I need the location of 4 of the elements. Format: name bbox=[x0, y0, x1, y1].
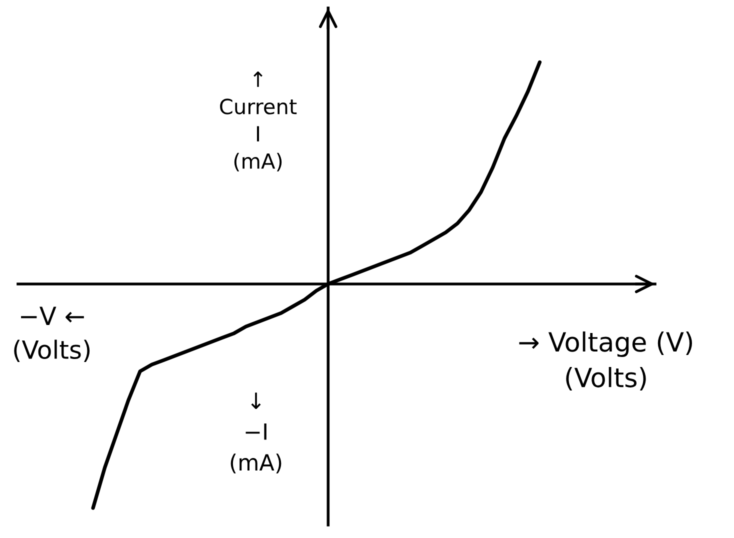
annotation: −V ← (Volts) bbox=[14, 306, 90, 362]
x-axis-title: → Voltage (V) (Volts) bbox=[519, 331, 692, 391]
annotation: ↓ −I (mA) bbox=[230, 392, 282, 474]
y-axis-title: ↑ Current I (mA) bbox=[220, 72, 297, 172]
